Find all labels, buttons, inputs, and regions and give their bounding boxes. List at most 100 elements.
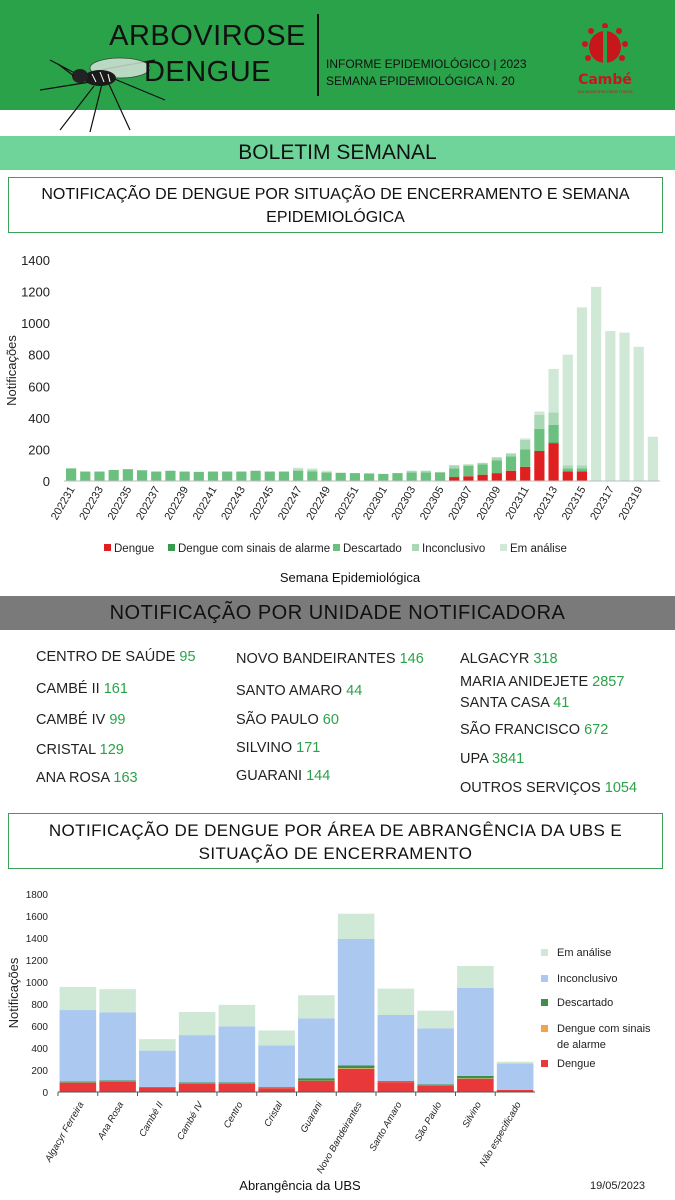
report-date: 19/05/2023 bbox=[590, 1180, 646, 1192]
bar-segment bbox=[298, 1081, 335, 1092]
bar-segment bbox=[434, 472, 446, 481]
logo-name: Cambé bbox=[578, 72, 632, 88]
y-tick-label: 1400 bbox=[21, 253, 50, 268]
x-tick-label: 202315 bbox=[560, 485, 589, 523]
y-axis-label: Notificações bbox=[4, 335, 19, 406]
bar-segment bbox=[139, 1039, 176, 1051]
bar-segment bbox=[307, 469, 318, 472]
bar-segment bbox=[505, 456, 517, 471]
bar-segment bbox=[99, 1012, 136, 1081]
legend-swatch bbox=[333, 544, 340, 551]
units-section-band: NOTIFICAÇÃO POR UNIDADE NOTIFICADORA bbox=[0, 596, 675, 630]
y-tick-label: 0 bbox=[42, 1088, 48, 1099]
bar-segment bbox=[392, 473, 403, 481]
legend-swatch bbox=[541, 1060, 548, 1067]
y-tick-label: 1200 bbox=[26, 956, 49, 967]
legend-swatch bbox=[412, 544, 419, 551]
bar-segment bbox=[534, 428, 545, 452]
bar-segment bbox=[491, 473, 502, 481]
x-tick-label: 202307 bbox=[446, 485, 475, 523]
unit-value: 672 bbox=[584, 722, 609, 738]
bar-segment bbox=[321, 472, 332, 481]
unit-value: 41 bbox=[553, 695, 570, 711]
x-tick-label: 202241 bbox=[191, 485, 220, 523]
legend-label: Em análise bbox=[557, 947, 611, 959]
unit-item: NOVO BANDEIRANTES 146 bbox=[236, 651, 424, 667]
x-axis-label: Abrangência da UBS bbox=[239, 1178, 361, 1193]
bar-segment bbox=[94, 471, 105, 481]
bar-segment bbox=[193, 471, 204, 481]
bar-segment bbox=[449, 468, 460, 478]
y-tick-label: 1200 bbox=[21, 285, 50, 300]
bar-segment bbox=[406, 470, 417, 473]
bar-segment bbox=[335, 472, 346, 481]
unit-name: NOVO BANDEIRANTES bbox=[236, 651, 400, 667]
x-tick-label: 202303 bbox=[390, 485, 419, 523]
informe-text: INFORME EPIDEMIOLÓGICO | 2023 SEMANA EPI… bbox=[326, 57, 527, 88]
bar-segment bbox=[562, 465, 573, 469]
cambe-logo-icon bbox=[582, 23, 628, 68]
bar-segment bbox=[576, 465, 588, 469]
bar-segment bbox=[59, 986, 97, 1011]
units-section-title: NOTIFICAÇÃO POR UNIDADE NOTIFICADORA bbox=[109, 602, 566, 624]
bar-segment bbox=[307, 471, 318, 481]
bar-segment bbox=[576, 307, 588, 466]
bar-segment bbox=[264, 471, 275, 481]
bar-segment bbox=[457, 965, 494, 988]
bar-segment bbox=[534, 414, 545, 429]
bar-segment bbox=[139, 1086, 176, 1088]
chart1-weekly-notifications: 0 200 400 600 800 1000 1200 1400 Notificações 202… bbox=[4, 253, 660, 585]
bar-segment bbox=[477, 474, 488, 481]
unit-name: SILVINO bbox=[236, 740, 297, 756]
chart2-title-box: NOTIFICAÇÃO DE DENGUE POR ÁREA DE ABRANG… bbox=[8, 813, 663, 869]
bar-segment bbox=[463, 466, 474, 477]
legend-label: Inconclusivo bbox=[557, 973, 618, 985]
bar-segment bbox=[548, 442, 559, 444]
legend-swatch bbox=[541, 949, 548, 956]
boletim-banner: BOLETIM SEMANAL bbox=[0, 136, 675, 170]
y-tick-label: 1400 bbox=[26, 934, 49, 945]
bar-segment bbox=[179, 471, 190, 481]
legend-label: Descartado bbox=[557, 997, 613, 1009]
unit-name: SANTA CASA bbox=[460, 695, 554, 711]
bar-segment bbox=[491, 460, 502, 474]
bar-segment bbox=[406, 472, 417, 481]
bar-segment bbox=[420, 470, 431, 473]
bar-segment bbox=[178, 1012, 216, 1036]
x-tick-label: 202309 bbox=[475, 485, 504, 523]
unit-value: 44 bbox=[346, 683, 363, 699]
unit-name: CAMBÉ II bbox=[36, 681, 104, 697]
bar-segment bbox=[59, 1010, 97, 1082]
bar-segment bbox=[59, 1081, 97, 1083]
bar-segment bbox=[520, 449, 531, 467]
x-tick-label: 202249 bbox=[304, 485, 333, 523]
bar-segment bbox=[321, 470, 332, 473]
bar-segment bbox=[576, 471, 588, 481]
bar-segment bbox=[65, 468, 77, 481]
bar-segment bbox=[496, 1063, 534, 1090]
unit-name: OUTROS SERVIÇOS bbox=[460, 780, 605, 796]
bar-segment bbox=[477, 464, 488, 475]
x-tick-label: 202305 bbox=[418, 485, 447, 523]
bar-segment bbox=[307, 468, 318, 470]
y-tick-label: 600 bbox=[28, 379, 50, 394]
x-tick-label: Santo Amaro bbox=[367, 1100, 404, 1153]
unit-item: GUARANI 144 bbox=[236, 768, 330, 784]
bar-segment bbox=[218, 1026, 256, 1083]
x-tick-label: Cambé II bbox=[137, 1100, 166, 1139]
bar-segment bbox=[417, 1085, 454, 1092]
y-tick-label: 1000 bbox=[21, 316, 50, 331]
legend-swatch bbox=[541, 999, 548, 1006]
legend-swatch bbox=[541, 975, 548, 982]
bar-segment bbox=[99, 1080, 136, 1082]
bar-segment bbox=[457, 987, 494, 1076]
bar-segment bbox=[139, 1050, 176, 1087]
legend-swatch bbox=[168, 544, 175, 551]
x-tick-label: 202233 bbox=[77, 485, 106, 523]
legend-label: Em análise bbox=[510, 543, 567, 555]
unit-value: 99 bbox=[109, 712, 126, 728]
unit-item: OUTROS SERVIÇOS 1054 bbox=[460, 780, 637, 796]
unit-value: 171 bbox=[296, 740, 321, 756]
bar-segment bbox=[258, 1087, 295, 1089]
bar-segment bbox=[99, 1081, 136, 1092]
